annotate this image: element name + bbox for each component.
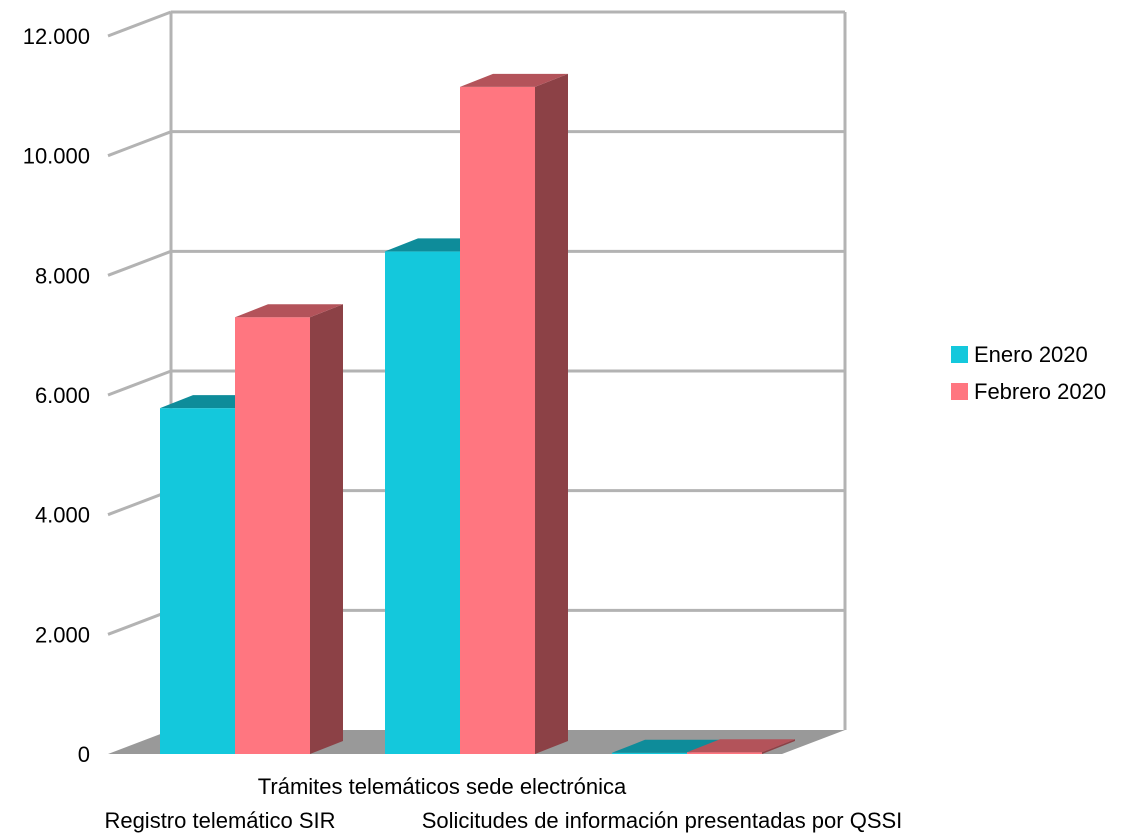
gridline-side [107,249,172,277]
x-category-label: Registro telemático SIR [104,808,335,833]
legend-entry: Febrero 2020 [951,379,1106,404]
bar-front-face [235,317,310,754]
x-axis-category-labels: Registro telemático SIR Trámites telemáti… [104,774,902,833]
bar-top-face [460,73,568,87]
y-axis-tick-labels: 0 2.000 4.000 6.000 8.000 10.000 12.000 [23,24,90,767]
y-tick-label: 10.000 [23,144,90,169]
legend-swatch [951,346,968,363]
x-category-label: Solicitudes de información presentadas p… [422,808,903,833]
bar-front-face [385,251,460,754]
y-tick-label: 12.000 [23,24,90,49]
y-tick-label: 6.000 [35,383,90,408]
bar-front-face [160,408,235,754]
y-tick-label: 2.000 [35,622,90,647]
bar-febrero-2 [460,73,568,754]
y-tick-label: 0 [78,742,90,767]
bars [160,73,795,754]
bar-febrero-3 [687,739,795,754]
bar-front-face [460,86,535,754]
gridline-side [107,10,172,38]
legend-label: Enero 2020 [974,342,1088,367]
gridline-side [107,130,172,158]
bar-top-face [235,304,343,318]
bar-side-face [762,739,795,754]
legend: Enero 2020 Febrero 2020 [951,342,1106,404]
x-category-label: Trámites telemáticos sede electrónica [258,774,627,799]
bar-side-face [310,304,343,754]
legend-entry: Enero 2020 [951,342,1088,367]
legend-swatch [951,383,968,400]
bar-side-face [535,73,568,754]
bar-top-face [612,739,720,753]
bar-top-face [687,739,795,753]
legend-label: Febrero 2020 [974,379,1106,404]
y-tick-label: 4.000 [35,503,90,528]
gridline-side [107,369,172,397]
y-tick-label: 8.000 [35,263,90,288]
bar-febrero-1 [235,304,343,754]
bar-front-face [687,752,762,754]
bar-front-face [612,752,687,754]
